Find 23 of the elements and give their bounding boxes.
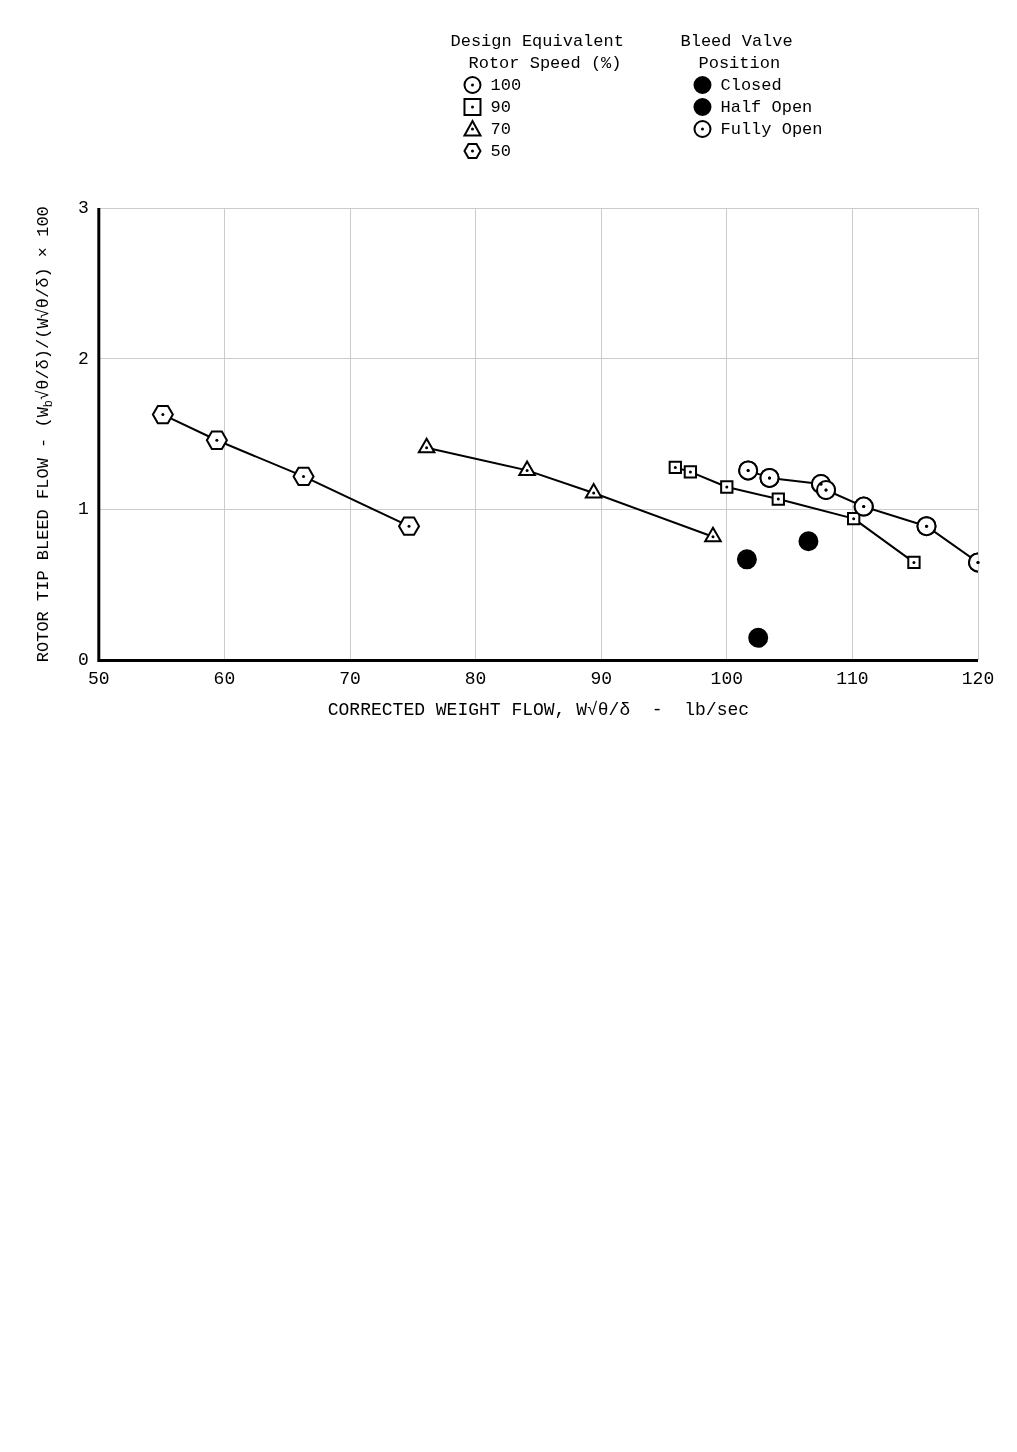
- y-tick-label: 1: [77, 499, 89, 520]
- y-tick-label: 0: [77, 650, 89, 671]
- legend-label: Closed: [720, 75, 782, 95]
- y-tick-label: 3: [77, 197, 89, 218]
- x-tick-label: 100: [710, 668, 743, 689]
- x-axis-title: CORRECTED WEIGHT FLOW, W√θ/δ - lb/sec: [327, 700, 750, 721]
- y-tick-label: 2: [77, 348, 89, 369]
- legend-label: 50: [490, 141, 511, 161]
- legend-title: Design Equivalent Rotor Speed (%): [450, 31, 624, 73]
- y-axis-title: ROTOR TIP BLEED FLOW - (Wb√θ/δ)/(W√θ/δ) × 100: [34, 206, 57, 663]
- legend-label: Half Open: [720, 97, 813, 117]
- x-tick-label: 80: [464, 668, 487, 689]
- legend-label: 100: [490, 75, 522, 95]
- x-tick-label: 110: [836, 668, 869, 689]
- x-tick-label: 120: [961, 668, 995, 689]
- legend-label: Fully Open: [720, 119, 823, 139]
- x-tick-label: 50: [88, 668, 110, 689]
- legend-label: 90: [490, 97, 511, 117]
- x-tick-label: 90: [590, 668, 613, 689]
- text: Bleed Valve Position: [680, 31, 793, 73]
- x-tick-label: 60: [213, 668, 236, 689]
- x-tick-label: 70: [339, 668, 361, 689]
- legend-label: 70: [490, 119, 511, 139]
